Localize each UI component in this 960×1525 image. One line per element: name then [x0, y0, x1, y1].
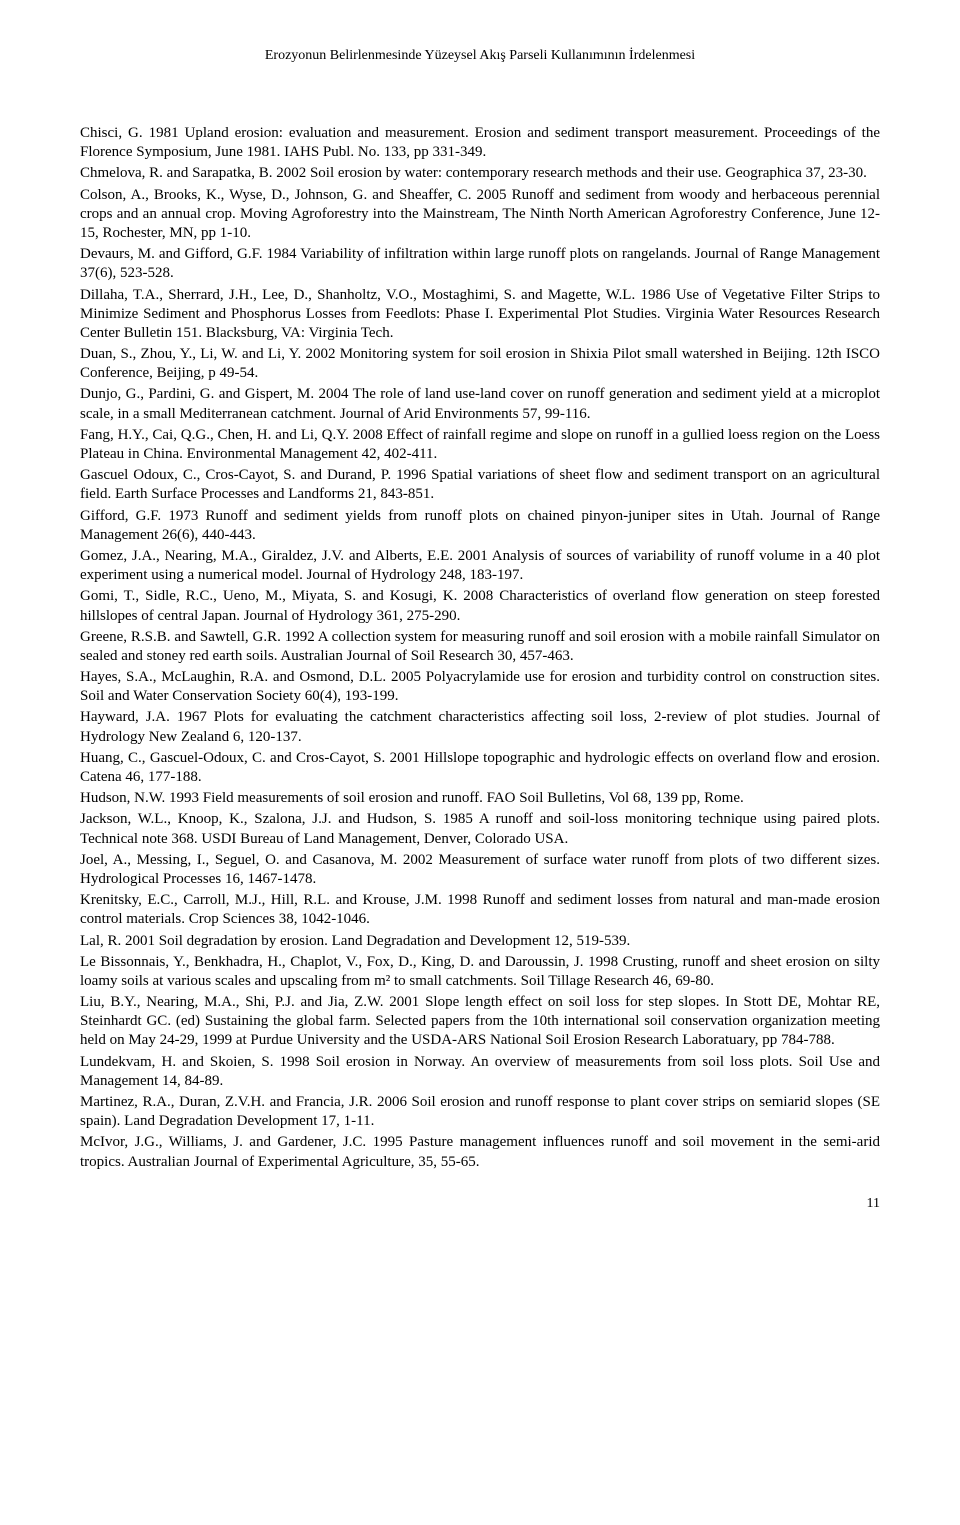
reference-entry: Dunjo, G., Pardini, G. and Gispert, M. 2… — [80, 385, 880, 423]
reference-entry: Lundekvam, H. and Skoien, S. 1998 Soil e… — [80, 1053, 880, 1091]
page-container: Erozyonun Belirlenmesinde Yüzeysel Akış … — [0, 0, 960, 1272]
reference-entry: Fang, H.Y., Cai, Q.G., Chen, H. and Li, … — [80, 426, 880, 464]
reference-entry: Hayes, S.A., McLaughin, R.A. and Osmond,… — [80, 668, 880, 706]
running-header: Erozyonun Belirlenmesinde Yüzeysel Akış … — [80, 48, 880, 64]
references-block: Chisci, G. 1981 Upland erosion: evaluati… — [80, 124, 880, 1172]
reference-entry: Duan, S., Zhou, Y., Li, W. and Li, Y. 20… — [80, 345, 880, 383]
reference-entry: Huang, C., Gascuel-Odoux, C. and Cros-Ca… — [80, 749, 880, 787]
reference-entry: Hayward, J.A. 1967 Plots for evaluating … — [80, 708, 880, 746]
reference-entry: Chisci, G. 1981 Upland erosion: evaluati… — [80, 124, 880, 162]
reference-entry: Gomi, T., Sidle, R.C., Ueno, M., Miyata,… — [80, 587, 880, 625]
reference-entry: Lal, R. 2001 Soil degradation by erosion… — [80, 932, 880, 951]
reference-entry: Le Bissonnais, Y., Benkhadra, H., Chaplo… — [80, 953, 880, 991]
page-number: 11 — [80, 1196, 880, 1212]
reference-entry: Jackson, W.L., Knoop, K., Szalona, J.J. … — [80, 810, 880, 848]
reference-entry: Dillaha, T.A., Sherrard, J.H., Lee, D., … — [80, 286, 880, 344]
reference-entry: Gomez, J.A., Nearing, M.A., Giraldez, J.… — [80, 547, 880, 585]
reference-entry: Chmelova, R. and Sarapatka, B. 2002 Soil… — [80, 164, 880, 183]
reference-entry: Krenitsky, E.C., Carroll, M.J., Hill, R.… — [80, 891, 880, 929]
reference-entry: Devaurs, M. and Gifford, G.F. 1984 Varia… — [80, 245, 880, 283]
reference-entry: Joel, A., Messing, I., Seguel, O. and Ca… — [80, 851, 880, 889]
reference-entry: Liu, B.Y., Nearing, M.A., Shi, P.J. and … — [80, 993, 880, 1051]
reference-entry: Gifford, G.F. 1973 Runoff and sediment y… — [80, 507, 880, 545]
reference-entry: Colson, A., Brooks, K., Wyse, D., Johnso… — [80, 186, 880, 244]
reference-entry: Hudson, N.W. 1993 Field measurements of … — [80, 789, 880, 808]
reference-entry: Martinez, R.A., Duran, Z.V.H. and Franci… — [80, 1093, 880, 1131]
reference-entry: McIvor, J.G., Williams, J. and Gardener,… — [80, 1133, 880, 1171]
reference-entry: Greene, R.S.B. and Sawtell, G.R. 1992 A … — [80, 628, 880, 666]
reference-entry: Gascuel Odoux, C., Cros-Cayot, S. and Du… — [80, 466, 880, 504]
